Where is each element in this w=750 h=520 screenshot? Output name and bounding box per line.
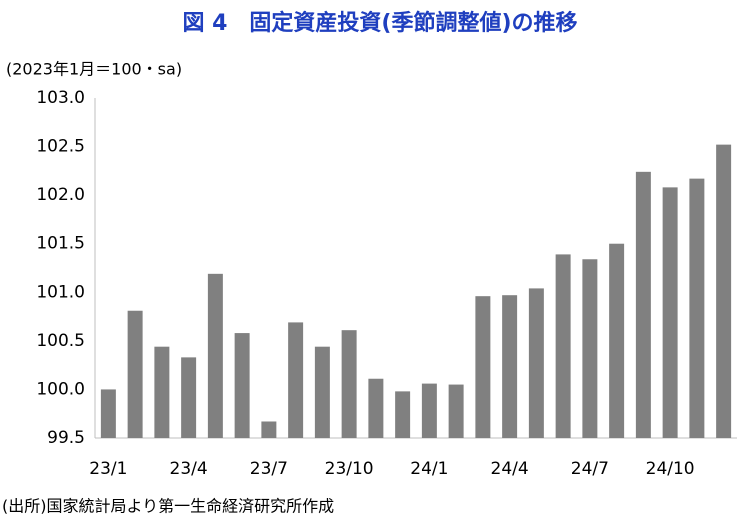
x-tick-label: 23/7 [250, 459, 288, 479]
bar [689, 178, 705, 438]
chart-subtitle: (2023年1月＝100・sa) [6, 60, 182, 79]
y-tick-label: 101.5 [36, 234, 85, 254]
bar [502, 295, 518, 438]
bar [181, 357, 197, 438]
x-tick-label: 23/10 [325, 459, 374, 479]
bar [368, 378, 384, 438]
y-tick-label: 103.0 [36, 88, 85, 108]
x-tick-label: 24/1 [410, 459, 448, 479]
y-tick-label: 99.5 [47, 428, 85, 448]
bar [127, 310, 143, 438]
x-tick-label: 24/4 [491, 459, 529, 479]
x-tick-label: 24/10 [646, 459, 695, 479]
bar [609, 243, 625, 438]
x-tick-label: 24/7 [571, 459, 609, 479]
y-tick-label: 100.0 [36, 379, 85, 399]
bar [261, 421, 277, 438]
bar [662, 187, 678, 438]
bar [716, 144, 732, 438]
bar [100, 389, 116, 438]
bar [234, 333, 250, 438]
bar [154, 346, 170, 438]
y-tick-label: 101.0 [36, 282, 85, 302]
y-tick-label: 100.5 [36, 331, 85, 351]
bar [528, 288, 544, 438]
source-note: (出所)国家統計局より第一生命経済研究所作成 [2, 497, 334, 516]
bar [395, 391, 411, 438]
x-tick-label: 23/1 [89, 459, 127, 479]
y-tick-label: 102.0 [36, 185, 85, 205]
x-tick-label: 23/4 [170, 459, 208, 479]
bar [341, 330, 357, 438]
bar [314, 346, 330, 438]
bar [635, 171, 651, 439]
bar [207, 273, 223, 438]
bar [448, 384, 464, 438]
y-tick-label: 102.5 [36, 137, 85, 157]
chart-title: 図 4 固定資産投資(季節調整値)の推移 [182, 10, 577, 36]
bar [421, 383, 437, 438]
bar [582, 259, 598, 438]
bar [475, 296, 491, 438]
bar [555, 254, 571, 438]
bar [288, 322, 304, 438]
